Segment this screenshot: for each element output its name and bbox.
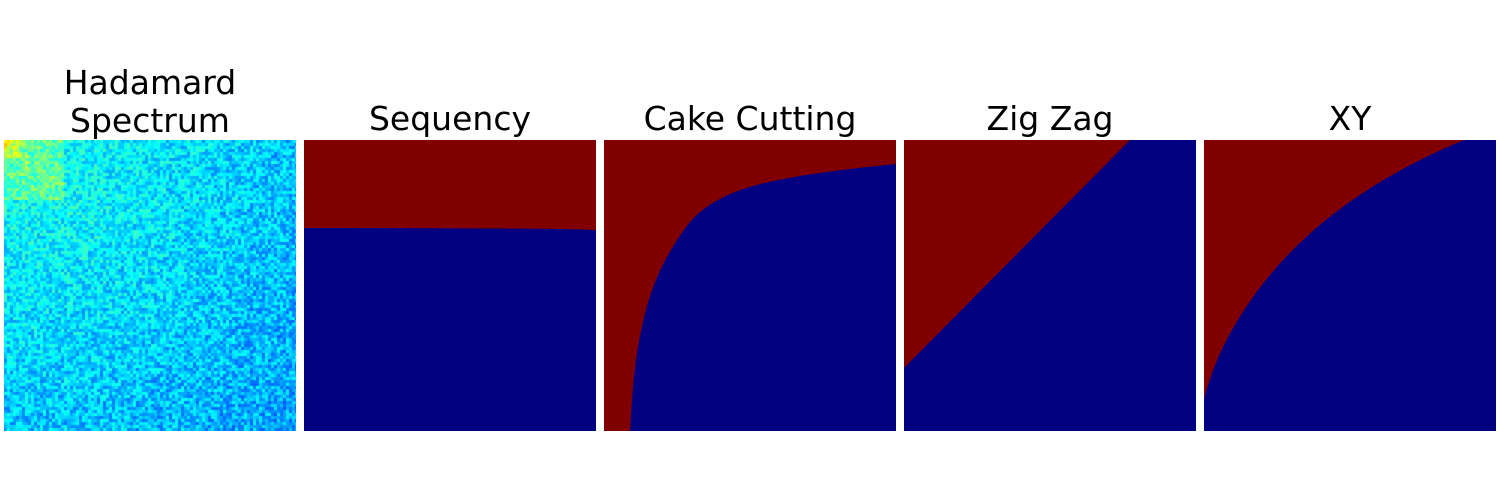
xy-mask-selected-region [1204,140,1464,398]
cake-cutting-mask-selected-region [604,140,896,431]
zig-zag-mask [904,140,1196,431]
sequency-mask [304,140,596,431]
xy-mask [1204,140,1496,431]
panel-title-hadamard-spectrum: Hadamard Spectrum [63,63,237,140]
hadamard-spectrum-heatmap [4,140,296,431]
sequency-mask-image [304,140,596,431]
panel-title-cake-cutting: Cake Cutting [643,99,857,138]
cake-cutting-mask [604,140,896,431]
zig-zag-mask-image [904,140,1196,431]
panel-title-xy: XY [1328,99,1372,138]
zig-zag-mask-selected-region [904,140,1130,368]
cake-cutting-mask-image [604,140,896,431]
panel-title-zig-zag: Zig Zag [986,99,1114,138]
xy-mask-image [1204,140,1496,431]
panel-title-sequency: Sequency [368,99,531,138]
sequency-mask-selected-region [304,140,596,230]
hadamard-spectrum-image [4,140,296,431]
